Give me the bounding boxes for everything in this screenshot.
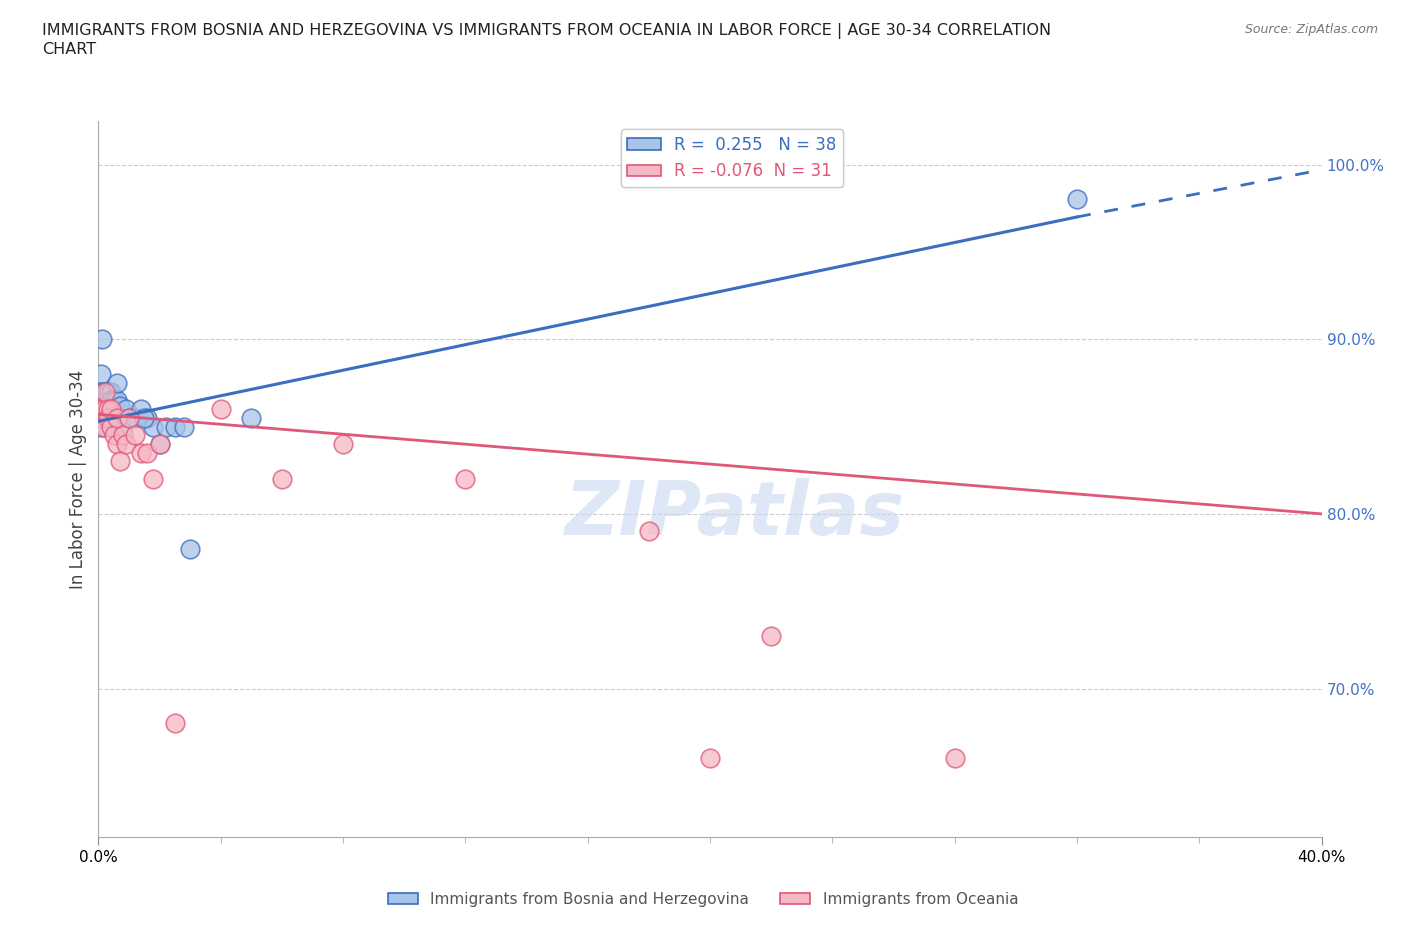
Point bbox=[91, 332, 114, 347]
Point bbox=[129, 445, 152, 460]
Point bbox=[103, 392, 125, 407]
Point bbox=[100, 384, 122, 399]
Point bbox=[94, 402, 117, 417]
Point bbox=[105, 436, 128, 451]
Point bbox=[332, 436, 354, 451]
Point bbox=[136, 410, 159, 425]
Point bbox=[93, 402, 115, 417]
Legend: Immigrants from Bosnia and Herzegovina, Immigrants from Oceania: Immigrants from Bosnia and Herzegovina, … bbox=[381, 886, 1025, 913]
Point bbox=[118, 410, 141, 425]
Point bbox=[173, 419, 195, 434]
Point bbox=[105, 392, 128, 407]
Point bbox=[89, 402, 111, 417]
Point bbox=[89, 384, 111, 399]
Text: Source: ZipAtlas.com: Source: ZipAtlas.com bbox=[1244, 23, 1378, 36]
Point bbox=[90, 410, 112, 425]
Point bbox=[100, 402, 122, 417]
Point bbox=[90, 402, 112, 417]
Point bbox=[93, 402, 115, 417]
Point bbox=[209, 402, 232, 417]
Point bbox=[100, 392, 122, 407]
Point bbox=[115, 402, 138, 417]
Point bbox=[93, 384, 115, 399]
Point bbox=[103, 428, 125, 443]
Point bbox=[89, 402, 111, 417]
Point bbox=[111, 419, 134, 434]
Point bbox=[163, 419, 186, 434]
Point bbox=[759, 629, 782, 644]
Point bbox=[943, 751, 966, 765]
Point bbox=[142, 472, 165, 486]
Point bbox=[1066, 193, 1088, 207]
Point bbox=[115, 436, 138, 451]
Point bbox=[124, 428, 146, 443]
Point bbox=[699, 751, 721, 765]
Point bbox=[100, 402, 122, 417]
Point bbox=[100, 419, 122, 434]
Point bbox=[90, 419, 112, 434]
Text: ZIPatlas: ZIPatlas bbox=[564, 478, 904, 551]
Point bbox=[97, 384, 120, 399]
Point bbox=[142, 419, 165, 434]
Point bbox=[93, 384, 115, 399]
Point bbox=[149, 436, 172, 451]
Point bbox=[108, 398, 131, 413]
Point bbox=[97, 402, 120, 417]
Point bbox=[136, 445, 159, 460]
Point bbox=[155, 419, 177, 434]
Text: CHART: CHART bbox=[42, 42, 96, 57]
Point bbox=[118, 410, 141, 425]
Point bbox=[454, 472, 477, 486]
Point bbox=[103, 402, 125, 417]
Point bbox=[149, 436, 172, 451]
Legend: R =  0.255   N = 38, R = -0.076  N = 31: R = 0.255 N = 38, R = -0.076 N = 31 bbox=[620, 129, 842, 187]
Point bbox=[179, 541, 201, 556]
Point bbox=[637, 524, 661, 538]
Point bbox=[97, 384, 120, 399]
Point bbox=[129, 402, 152, 417]
Point bbox=[91, 419, 114, 434]
Point bbox=[163, 716, 186, 731]
Point bbox=[97, 402, 120, 417]
Point bbox=[108, 454, 131, 469]
Point bbox=[105, 410, 128, 425]
Point bbox=[93, 419, 115, 434]
Point bbox=[90, 384, 112, 399]
Point bbox=[124, 410, 146, 425]
Point bbox=[111, 428, 134, 443]
Point bbox=[105, 376, 128, 391]
Text: IMMIGRANTS FROM BOSNIA AND HERZEGOVINA VS IMMIGRANTS FROM OCEANIA IN LABOR FORCE: IMMIGRANTS FROM BOSNIA AND HERZEGOVINA V… bbox=[42, 23, 1052, 39]
Point bbox=[134, 410, 156, 425]
Point bbox=[270, 472, 292, 486]
Y-axis label: In Labor Force | Age 30-34: In Labor Force | Age 30-34 bbox=[69, 369, 87, 589]
Point bbox=[97, 410, 120, 425]
Point bbox=[90, 366, 112, 381]
Point bbox=[91, 384, 114, 399]
Point bbox=[93, 402, 115, 417]
Point bbox=[240, 410, 263, 425]
